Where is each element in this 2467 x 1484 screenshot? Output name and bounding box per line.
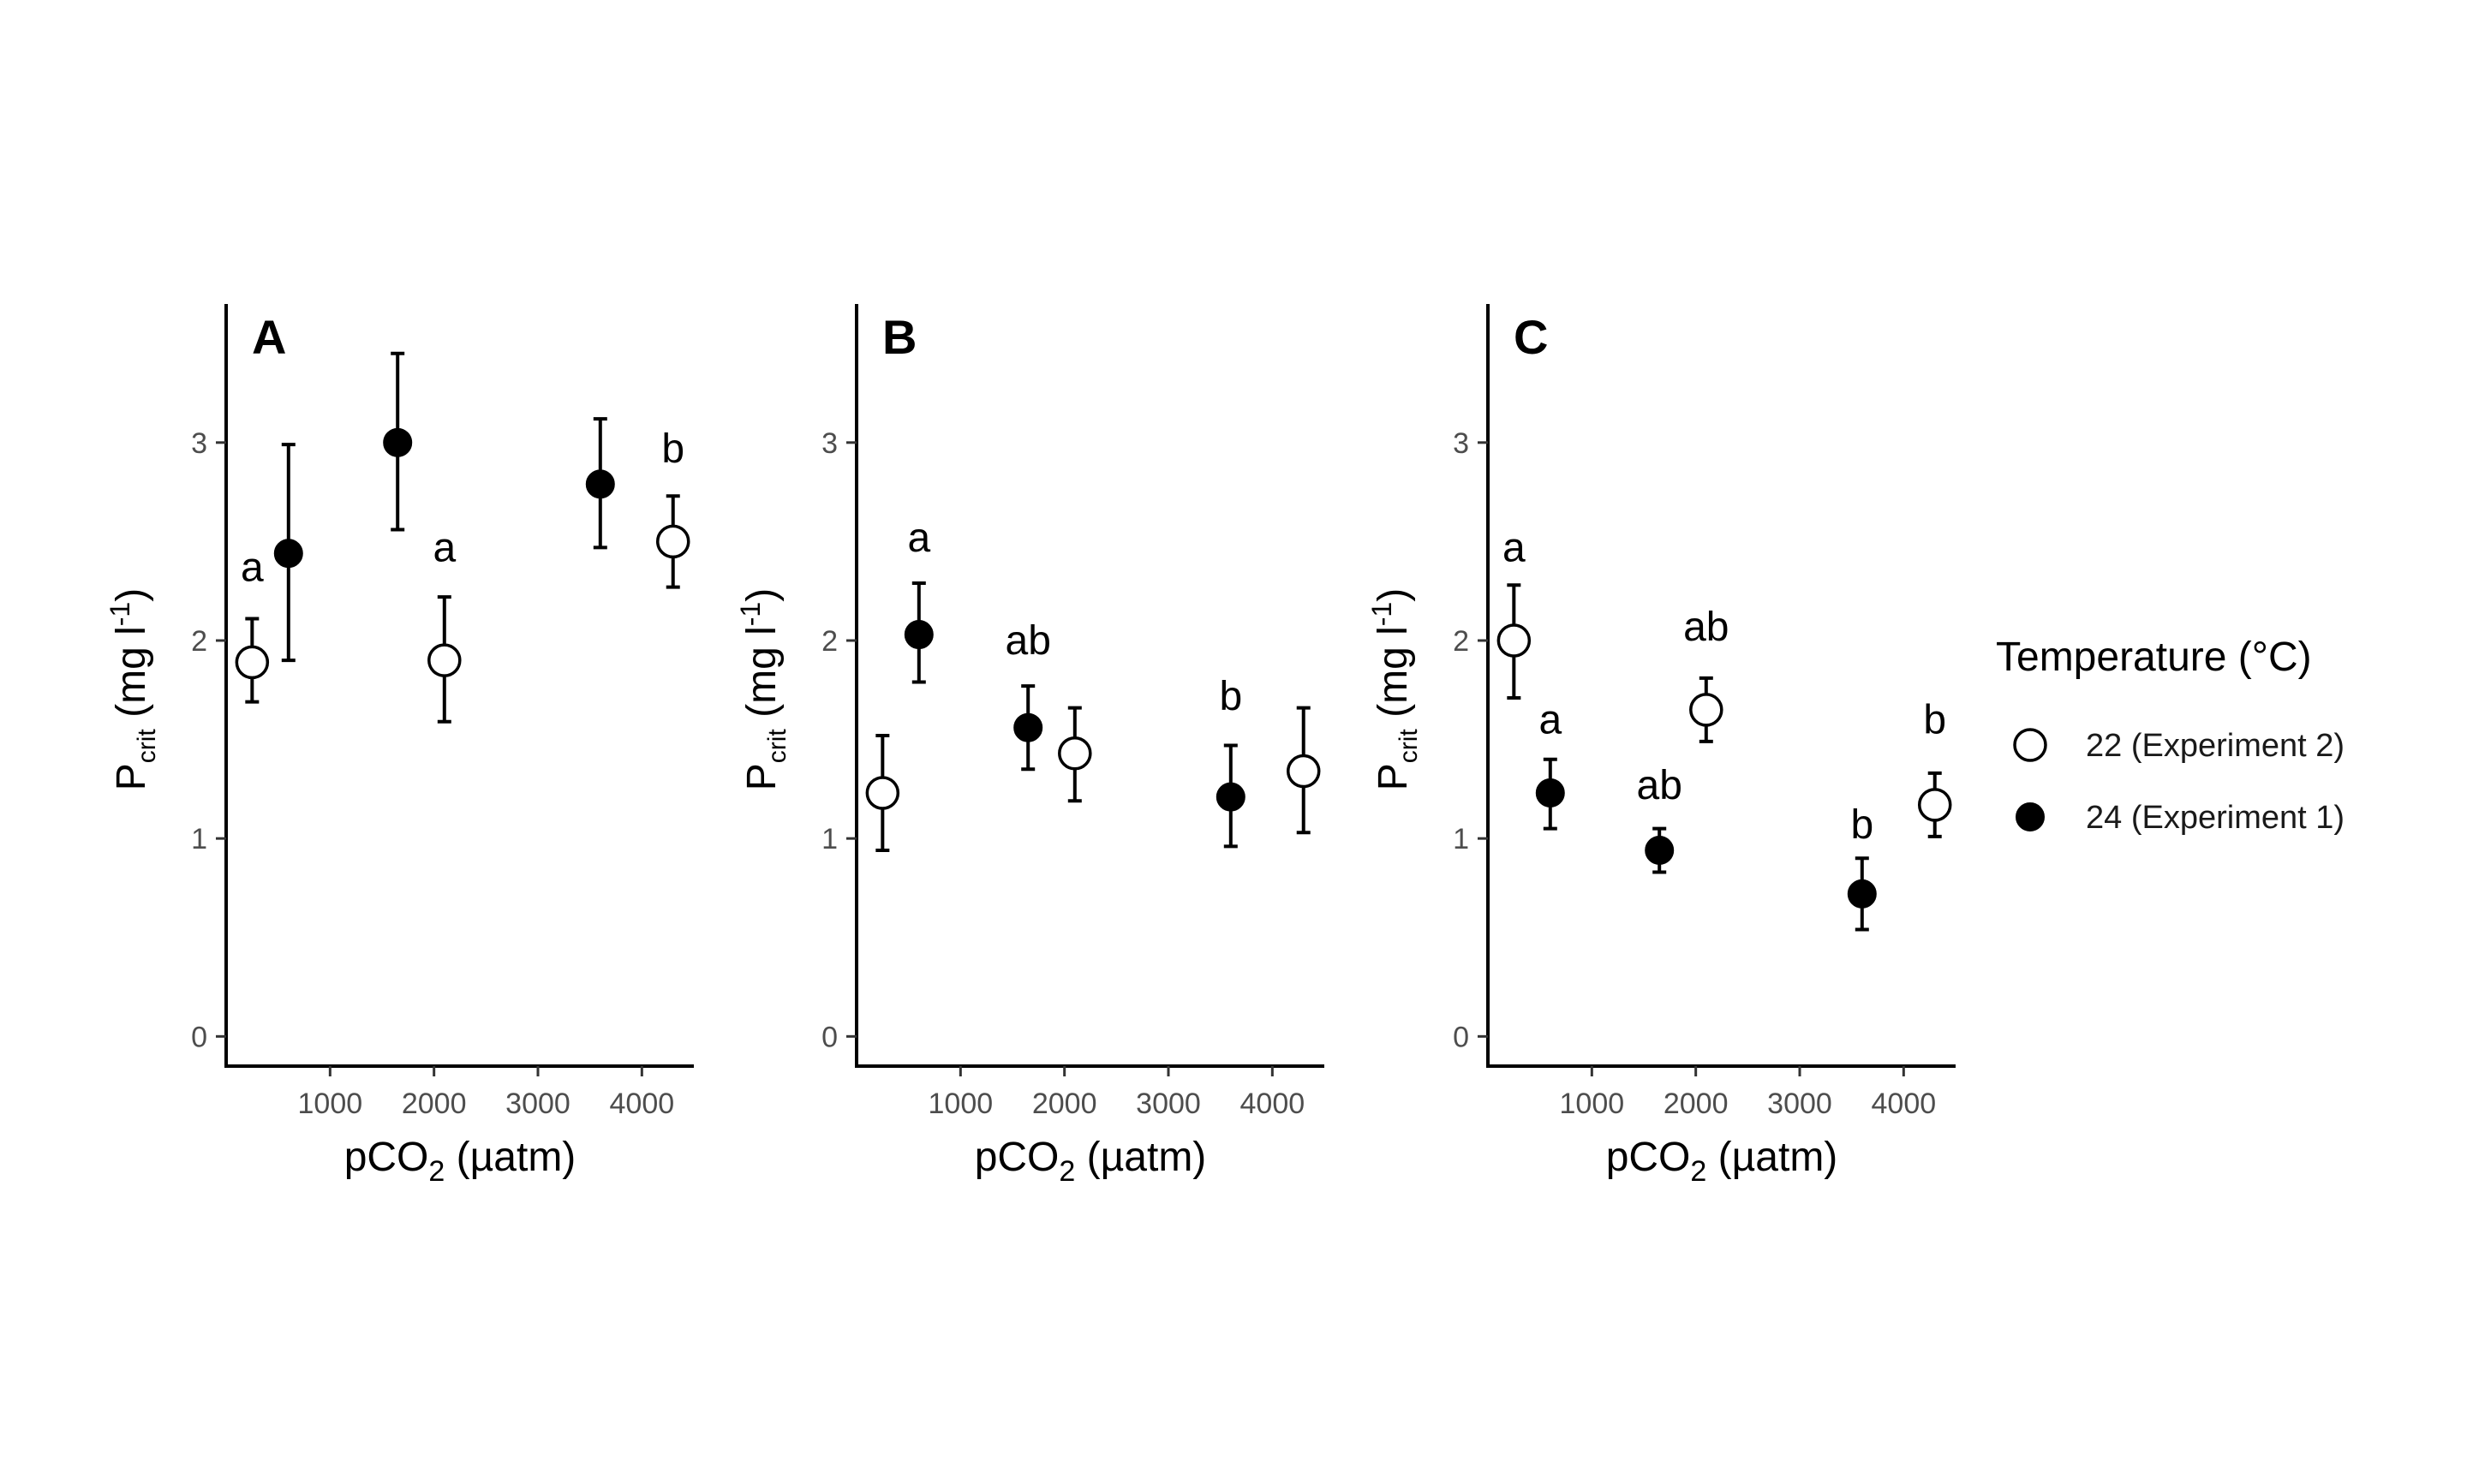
significance-label: ab [1683,605,1729,650]
panel-label: B [882,310,917,364]
x-tick-label: 2000 [1032,1088,1097,1120]
significance-label: b [1850,802,1873,848]
data-point-24C [1645,836,1675,866]
panel-c: 0 1 2 3 1000 2000 3000 4000 pCO2 (µatm) Pcrit (mg… [1366,304,1956,1188]
x-tick-label: 1000 [298,1088,363,1120]
data-point-22C [427,643,462,677]
panel-b: 0 1 2 3 1000 2000 3000 4000 pCO2 (µatm) Pcrit (mg… [735,304,1324,1188]
legend-title: Temperature (°C) [1996,635,2312,680]
panel-label: A [252,310,286,364]
x-tick-label: 4000 [1872,1088,1937,1120]
significance-label: a [1538,698,1562,743]
data-point-24C [383,427,413,457]
x-tick-label: 3000 [1767,1088,1832,1120]
y-axis-title: Pcrit (mg l-1) [1366,588,1423,790]
significance-label: ab [1637,763,1682,808]
data-point-24C [585,469,615,499]
data-point-24C [1013,712,1043,742]
data-point-22C [1286,754,1321,789]
significance-label: a [907,516,930,561]
x-axis-title: pCO2 (µatm) [975,1135,1207,1188]
y-tick-label: 2 [191,625,207,658]
y-axis-title: Pcrit (mg l-1) [105,588,161,790]
panel-a: 0 1 2 3 1000 2000 3000 4000 pCO2 (µatm) Pcrit (mg… [105,304,694,1188]
significance-label: a [1502,526,1526,571]
y-tick-label: 0 [1453,1021,1469,1053]
significance-label: a [433,526,456,571]
x-tick-label: 2000 [1664,1088,1729,1120]
data-point-22C [235,645,270,680]
legend: Temperature (°C) 22 (Experiment 2) 24 (Exp… [1996,635,2345,836]
y-tick-label: 3 [1453,427,1469,460]
data-point-24C [904,620,934,650]
data-point-22C [1917,788,1952,822]
panel-label: C [1514,310,1548,364]
data-point-24C [1216,782,1245,812]
x-tick-label: 3000 [505,1088,570,1120]
significance-label: b [1219,674,1242,719]
data-point-24C [1535,778,1565,808]
x-tick-label: 2000 [402,1088,467,1120]
y-tick-label: 0 [191,1021,207,1053]
significance-label: ab [1006,618,1051,664]
data-point-22C [1058,736,1092,771]
legend-marker-open [2013,728,2047,762]
y-axis-title: Pcrit (mg l-1) [735,588,791,790]
y-tick-label: 3 [821,427,838,460]
y-tick-label: 1 [821,823,838,855]
y-tick-label: 0 [821,1021,838,1053]
data-point-24C [273,539,303,569]
data-point-22C [1689,693,1723,727]
x-tick-label: 4000 [1240,1088,1305,1120]
legend-marker-filled [2016,802,2045,831]
significance-label: a [241,545,264,591]
y-tick-label: 2 [1453,625,1469,658]
significance-label: b [661,426,684,472]
y-tick-label: 1 [1453,823,1469,855]
data-point-22C [865,776,900,810]
data-point-22C [655,524,690,559]
legend-label: 22 (Experiment 2) [2086,728,2345,764]
y-tick-label: 2 [821,625,838,658]
significance-label: b [1923,698,1946,743]
x-tick-label: 1000 [1560,1088,1625,1120]
legend-label: 24 (Experiment 1) [2086,800,2345,836]
x-tick-label: 1000 [929,1088,994,1120]
x-tick-label: 4000 [610,1088,675,1120]
x-axis-title: pCO2 (µatm) [1606,1135,1838,1188]
x-axis-title: pCO2 (µatm) [344,1135,576,1188]
y-tick-label: 1 [191,823,207,855]
data-point-24C [1847,879,1877,909]
data-point-22C [1496,623,1532,658]
y-tick-label: 3 [191,427,207,460]
x-tick-label: 3000 [1136,1088,1201,1120]
